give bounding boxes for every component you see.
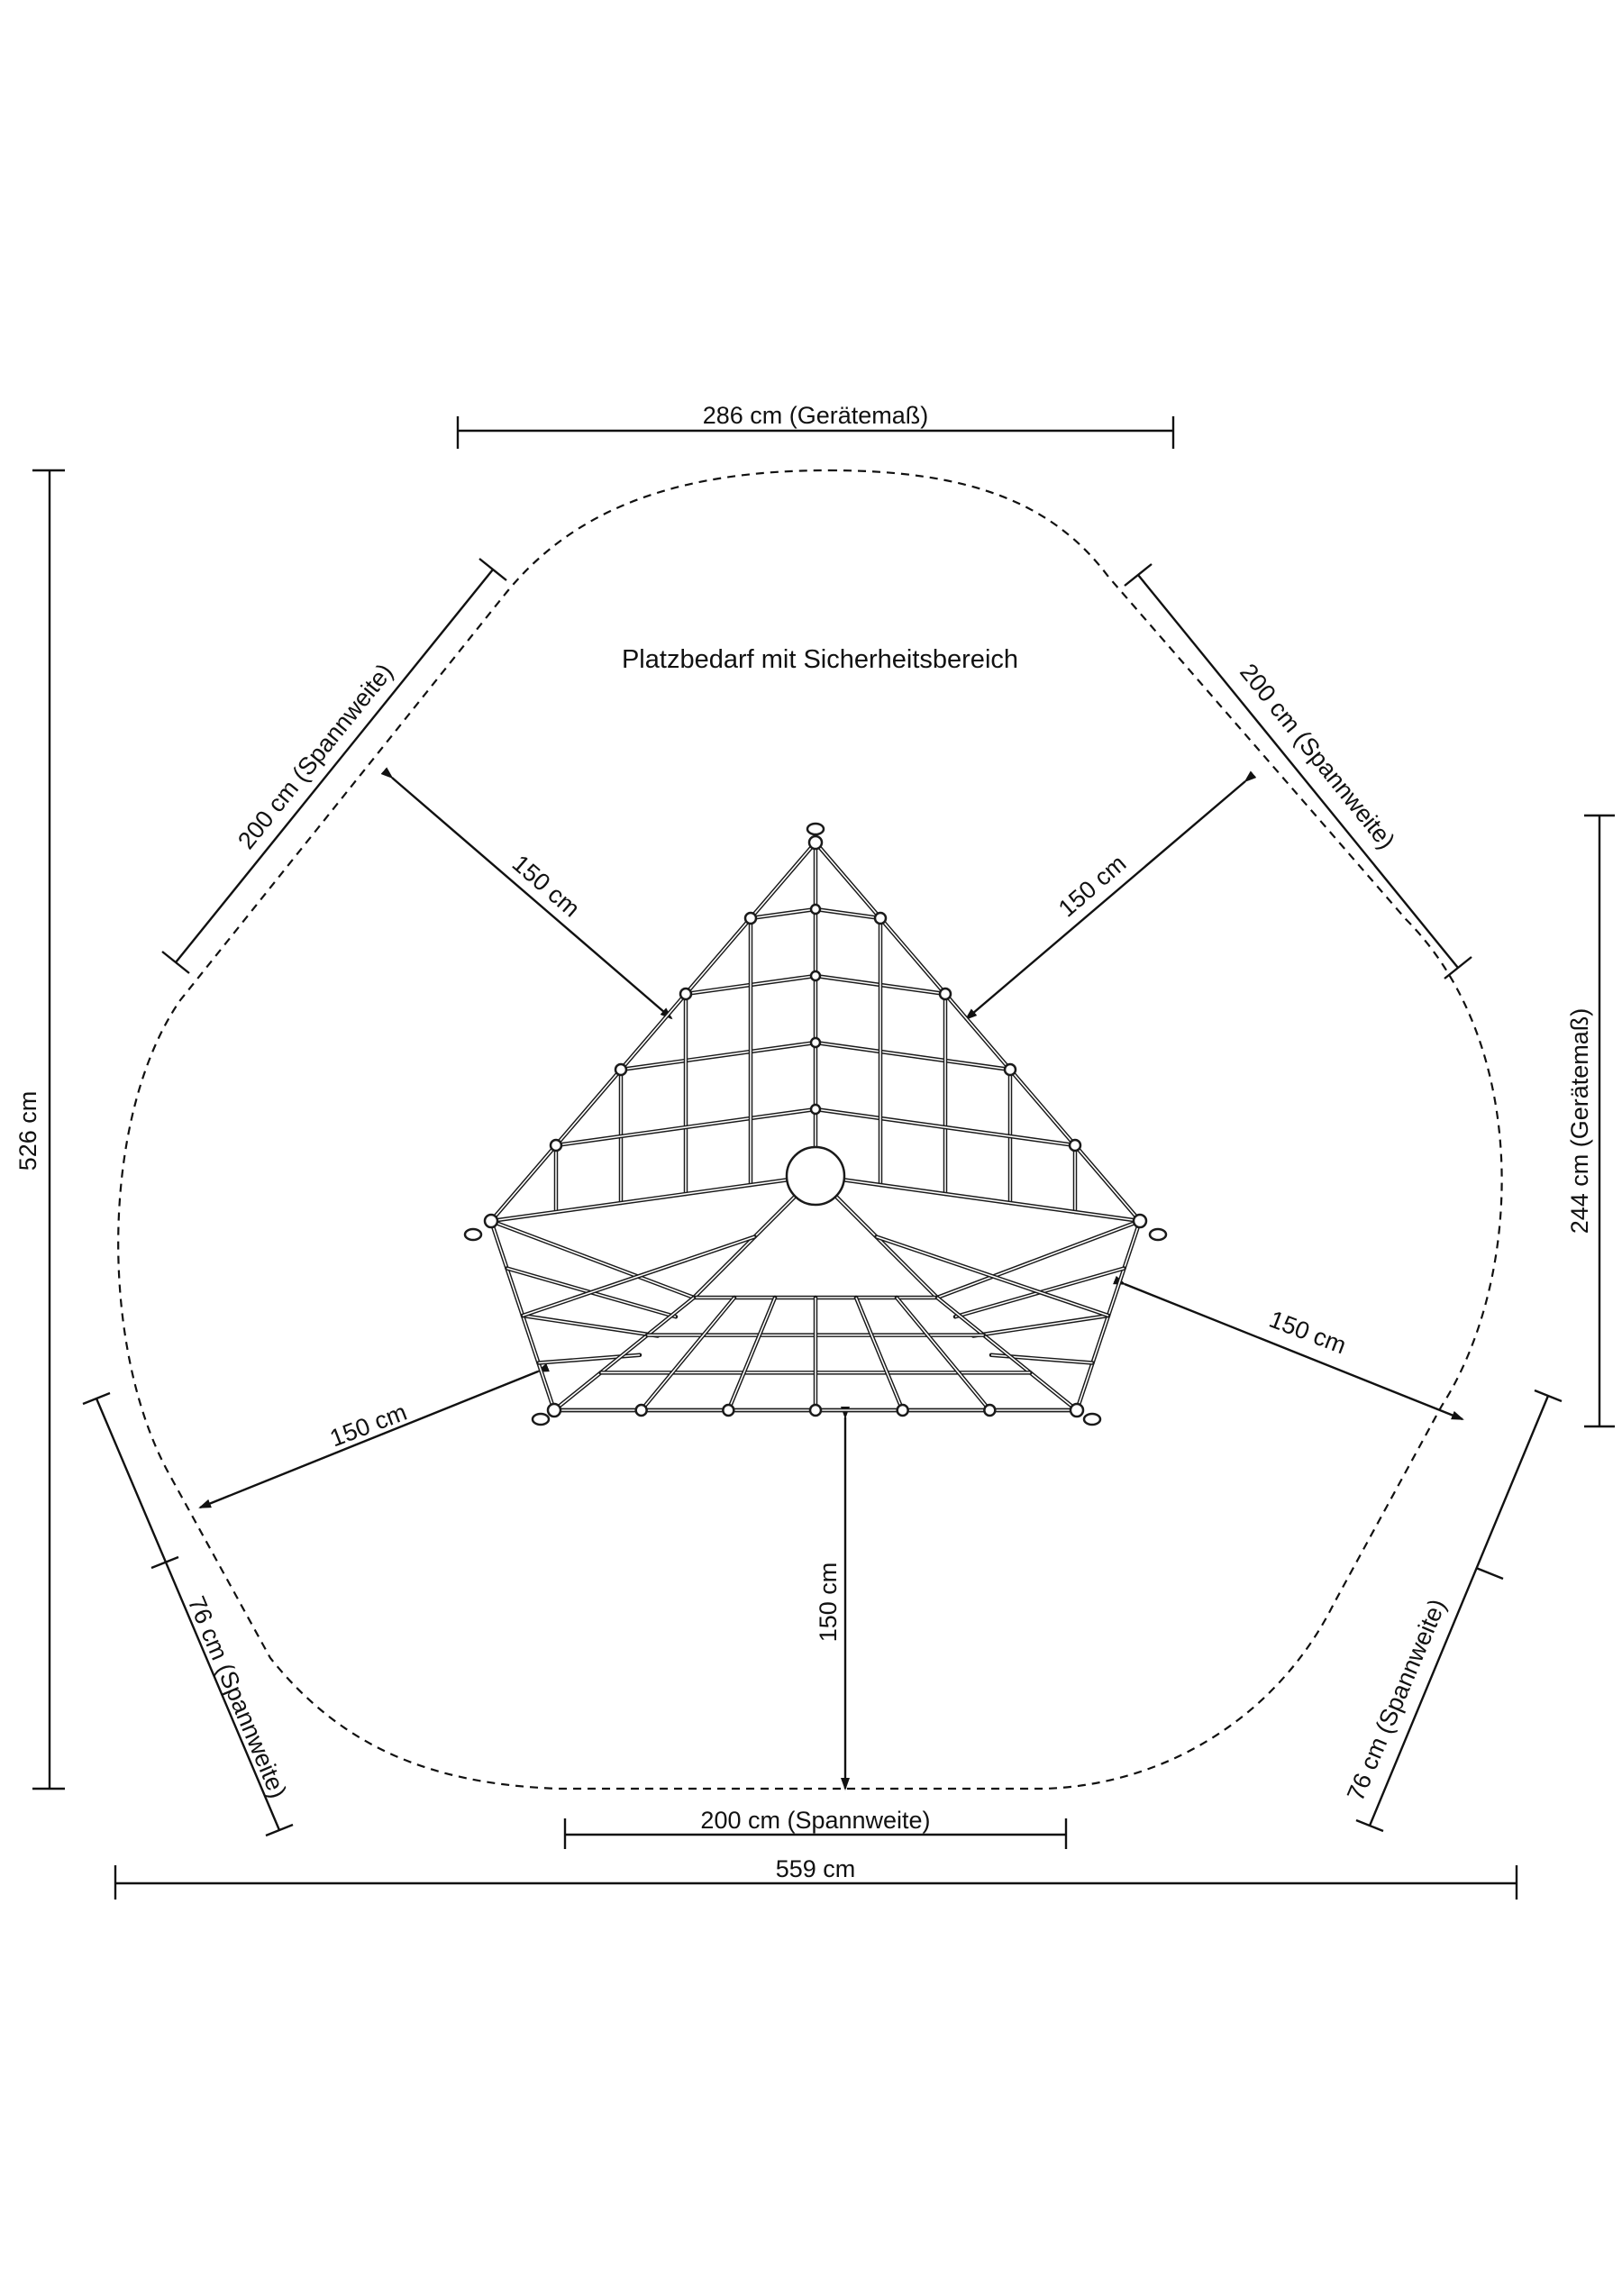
rope-core [815,1175,1141,1222]
rope-connector [634,1403,648,1417]
dim-bottom-width: 559 cm [114,1855,1518,1900]
rope-core [553,1297,695,1411]
rope-core [876,1235,1109,1317]
dim-upper-right-span-label: 200 cm (Spannweite) [1235,659,1400,854]
dim-upper-left-span-label: 200 cm (Spannweite) [232,659,398,854]
rope-core [896,1297,990,1411]
rope-core [555,1108,816,1146]
anchor-bottom-right [1082,1412,1102,1426]
dim-lower-left-span: 76 cm (Spannweite) [82,1391,294,1837]
rope-core [641,1297,735,1411]
net-corner-node [807,834,824,851]
rope-core [750,908,816,919]
clearance-lower-left-label: 150 cm [326,1399,410,1453]
rope-connector [809,1103,822,1116]
clearance-upper-right: 150 cm [964,770,1257,1021]
clearance-bottom: 150 cm [815,1407,850,1790]
dim-top-width: 286 cm (Gerätemaß) [456,402,1175,449]
dim-bottom-span-label: 200 cm (Spannweite) [700,1807,930,1834]
dim-right-height-label: 244 cm (Gerätemaß) [1566,1008,1593,1235]
rope-connector [809,1036,822,1049]
rope-core [855,1297,904,1411]
rope-connector [743,911,758,925]
rope-core [815,908,881,919]
rope-connector [1068,1138,1082,1153]
rope-connector [614,1062,628,1077]
clearance-lower-left: 150 cm [198,1362,550,1509]
anchor-right [1148,1227,1168,1242]
clearance-lower-right-label: 150 cm [1266,1306,1350,1360]
dim-right-height: 244 cm (Gerätemaß) [1566,814,1615,1428]
rope-core [936,1297,1078,1411]
rope-connector [938,987,952,1001]
rope-core [815,1042,1011,1071]
rope-core [815,842,1141,1222]
rope-core [990,1353,1093,1364]
rope-core [522,1235,755,1317]
diagram-title: Platzbedarf mit Sicherheitsbereich [622,645,1018,674]
rope-core [936,1220,1141,1298]
safety-zone-outline [117,469,1503,1790]
rope-core [972,1315,1109,1337]
dim-bottom-width-label: 559 cm [776,1855,856,1882]
net-center-ring [785,1145,846,1207]
clearance-upper-left: 150 cm [380,767,673,1020]
rope-connector [809,903,822,916]
dim-upper-right-span: 200 cm (Spannweite) [1124,563,1472,979]
rope-core [490,842,816,1222]
anchor-top [806,822,825,836]
dim-lower-left-span-label: 76 cm (Spannweite) [183,1592,292,1802]
rope-connector [1003,1062,1017,1077]
clearance-lower-right: 150 cm [1113,1275,1464,1421]
rope-connector [808,1403,823,1417]
dim-upper-left-span: 200 cm (Spannweite) [161,558,507,974]
rope-core [815,1108,1076,1146]
rope-core [490,1175,816,1222]
rope-core [727,1297,776,1411]
rope-connector [809,970,822,982]
rope-core [538,1353,641,1364]
dim-left-height: 526 cm [14,469,65,1790]
rope-core [490,1220,695,1298]
dim-top-width-label: 286 cm (Gerätemaß) [703,402,929,429]
dim-lower-right-span-label: 76 cm (Spannweite) [1342,1595,1451,1805]
rope-connector [549,1138,563,1153]
dim-lower-right-span: 76 cm (Spannweite) [1342,1389,1563,1833]
net-corner-node [483,1213,499,1229]
dim-bottom-span: 200 cm (Spannweite) [563,1807,1068,1849]
rope-connector [983,1403,997,1417]
rope-connector [679,987,693,1001]
anchor-bottom-left [531,1412,551,1426]
net-corner-node [546,1402,562,1418]
rope-connector [896,1403,909,1417]
dim-left-height-label: 526 cm [14,1091,41,1171]
anchor-left [463,1227,483,1242]
clearance-bottom-label: 150 cm [815,1563,842,1643]
climbing-net [463,822,1168,1426]
rope-core [522,1315,659,1337]
net-corner-node [1132,1213,1148,1229]
rope-core [620,1042,816,1071]
rope-connector [722,1403,735,1417]
rope-connector [873,911,888,925]
net-corner-node [1069,1402,1085,1418]
